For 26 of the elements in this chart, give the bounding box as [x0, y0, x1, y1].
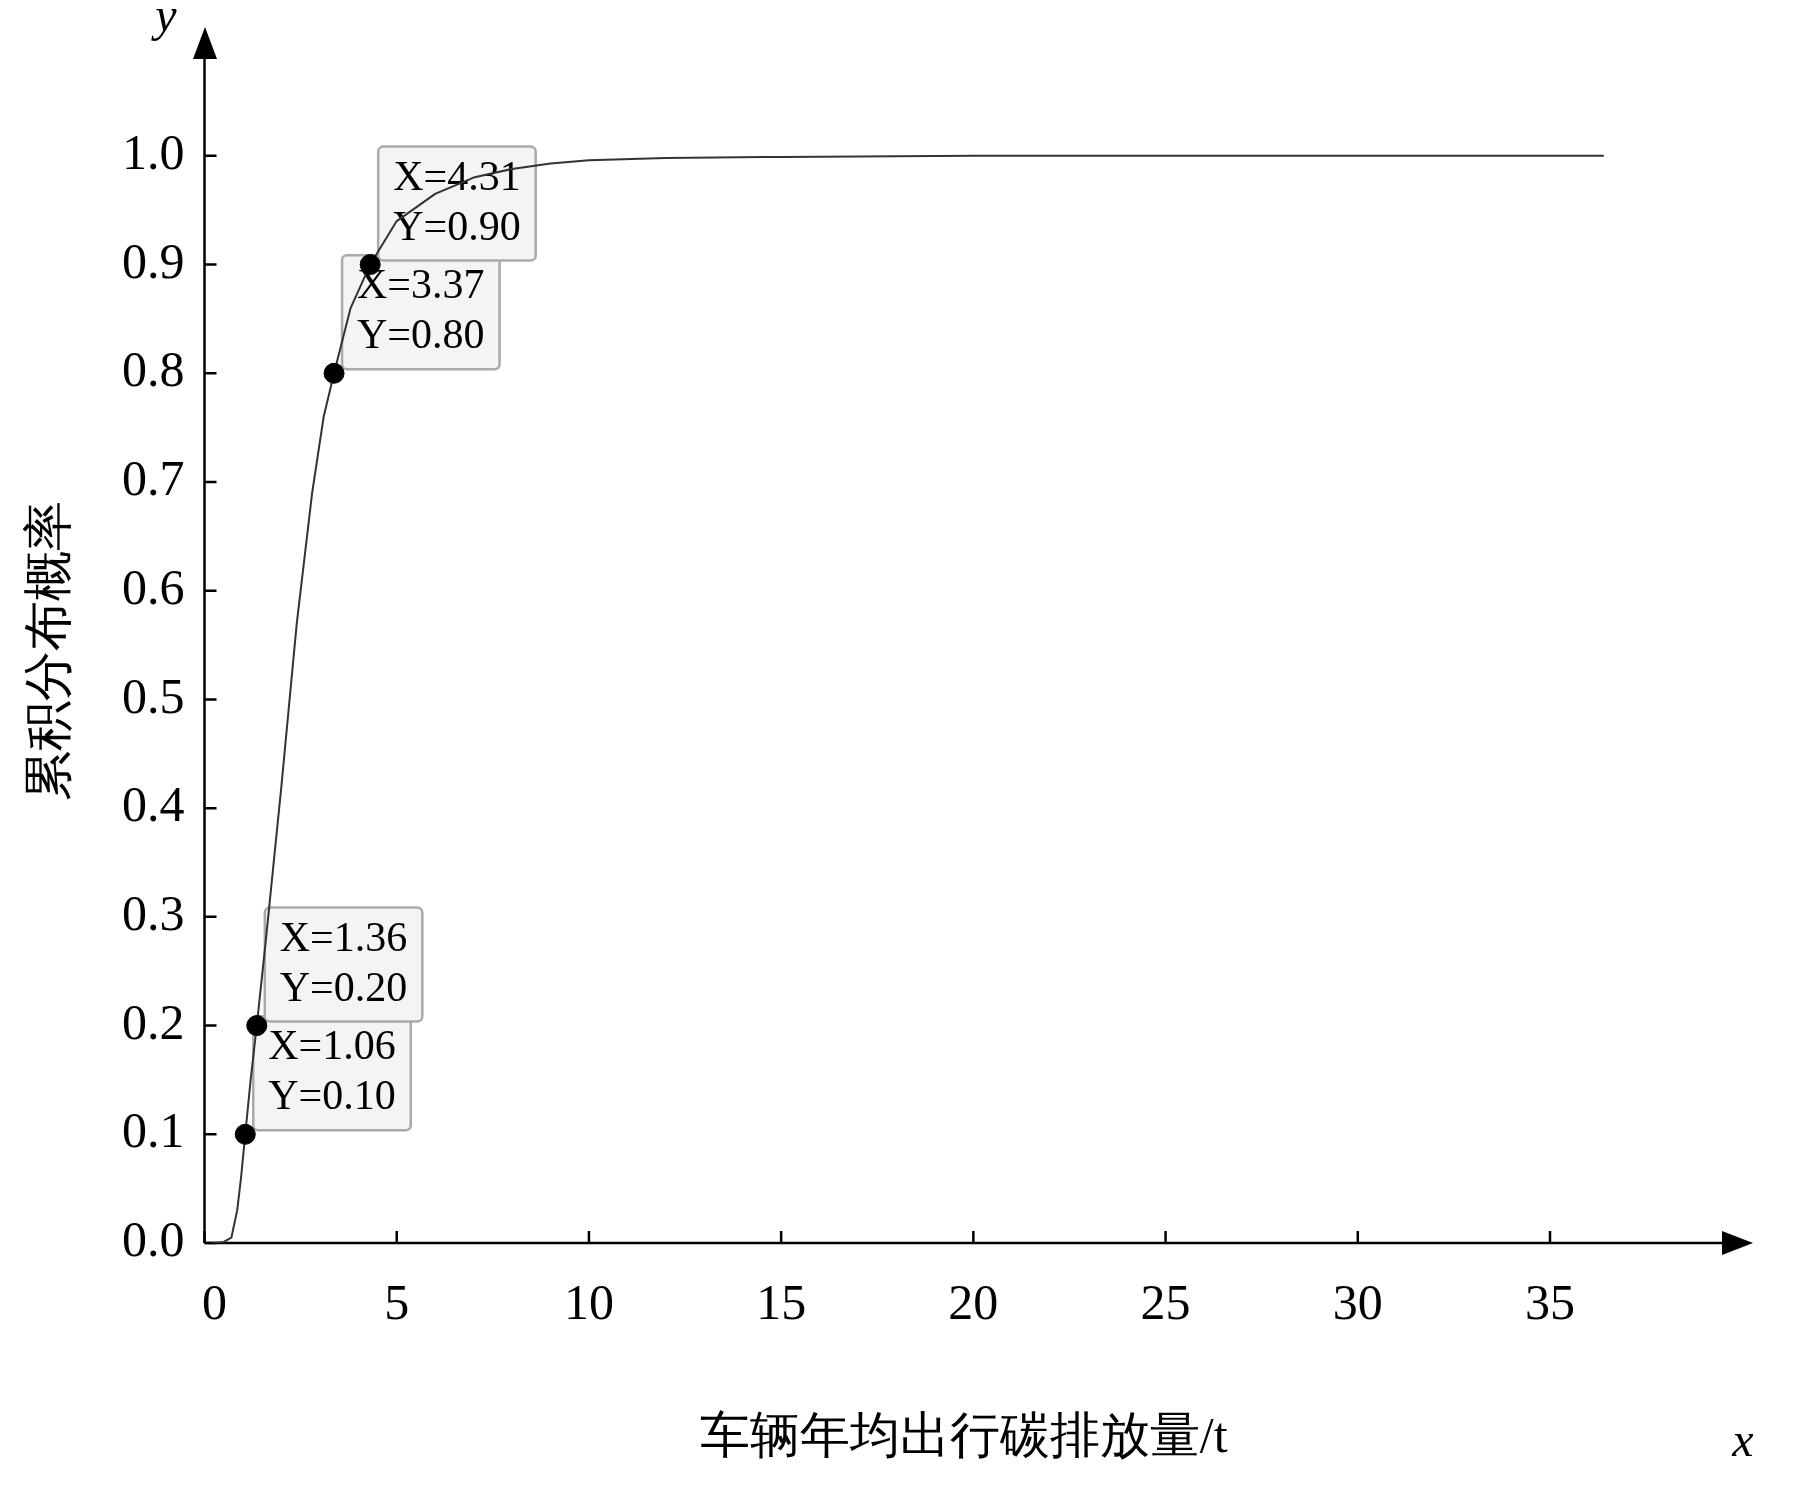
y-tick-label: 0.2: [122, 993, 185, 1050]
x-axis-title: 车辆年均出行碳排放量/t: [699, 1407, 1228, 1464]
x-tick-label: 0: [202, 1274, 227, 1331]
x-tick-label: 20: [948, 1274, 999, 1331]
annotation: X=1.36 Y=0.20: [279, 913, 408, 1010]
annotation: X=3.37 Y=0.80: [357, 261, 485, 358]
x-tick-label: 5: [384, 1274, 410, 1331]
text: y: [150, 0, 178, 41]
x-tick-label: 35: [1525, 1274, 1576, 1331]
y-tick-label: 0.0: [122, 1211, 185, 1268]
y-axis-title: 累积分布概率: [20, 500, 77, 801]
x-tick-label: 25: [1140, 1274, 1191, 1331]
x-tick-label: 10: [563, 1274, 614, 1331]
y-tick-label: 0.5: [122, 667, 185, 724]
y-tick-label: 0.3: [122, 884, 185, 941]
text: x: [1731, 1412, 1754, 1466]
x-tick-label: 30: [1332, 1274, 1383, 1331]
y-tick-label: 0.7: [122, 450, 185, 507]
y-tick-label: 1.0: [122, 123, 185, 180]
y-tick-label: 0.9: [122, 232, 185, 289]
y-tick-label: 0.8: [122, 341, 185, 398]
x-tick-label: 15: [756, 1274, 807, 1331]
y-tick-label: 0.4: [122, 776, 185, 833]
y-tick-label: 0.6: [122, 558, 185, 615]
annotation: X=1.06 Y=0.10: [268, 1022, 396, 1119]
y-tick-label: 0.1: [122, 1102, 185, 1159]
